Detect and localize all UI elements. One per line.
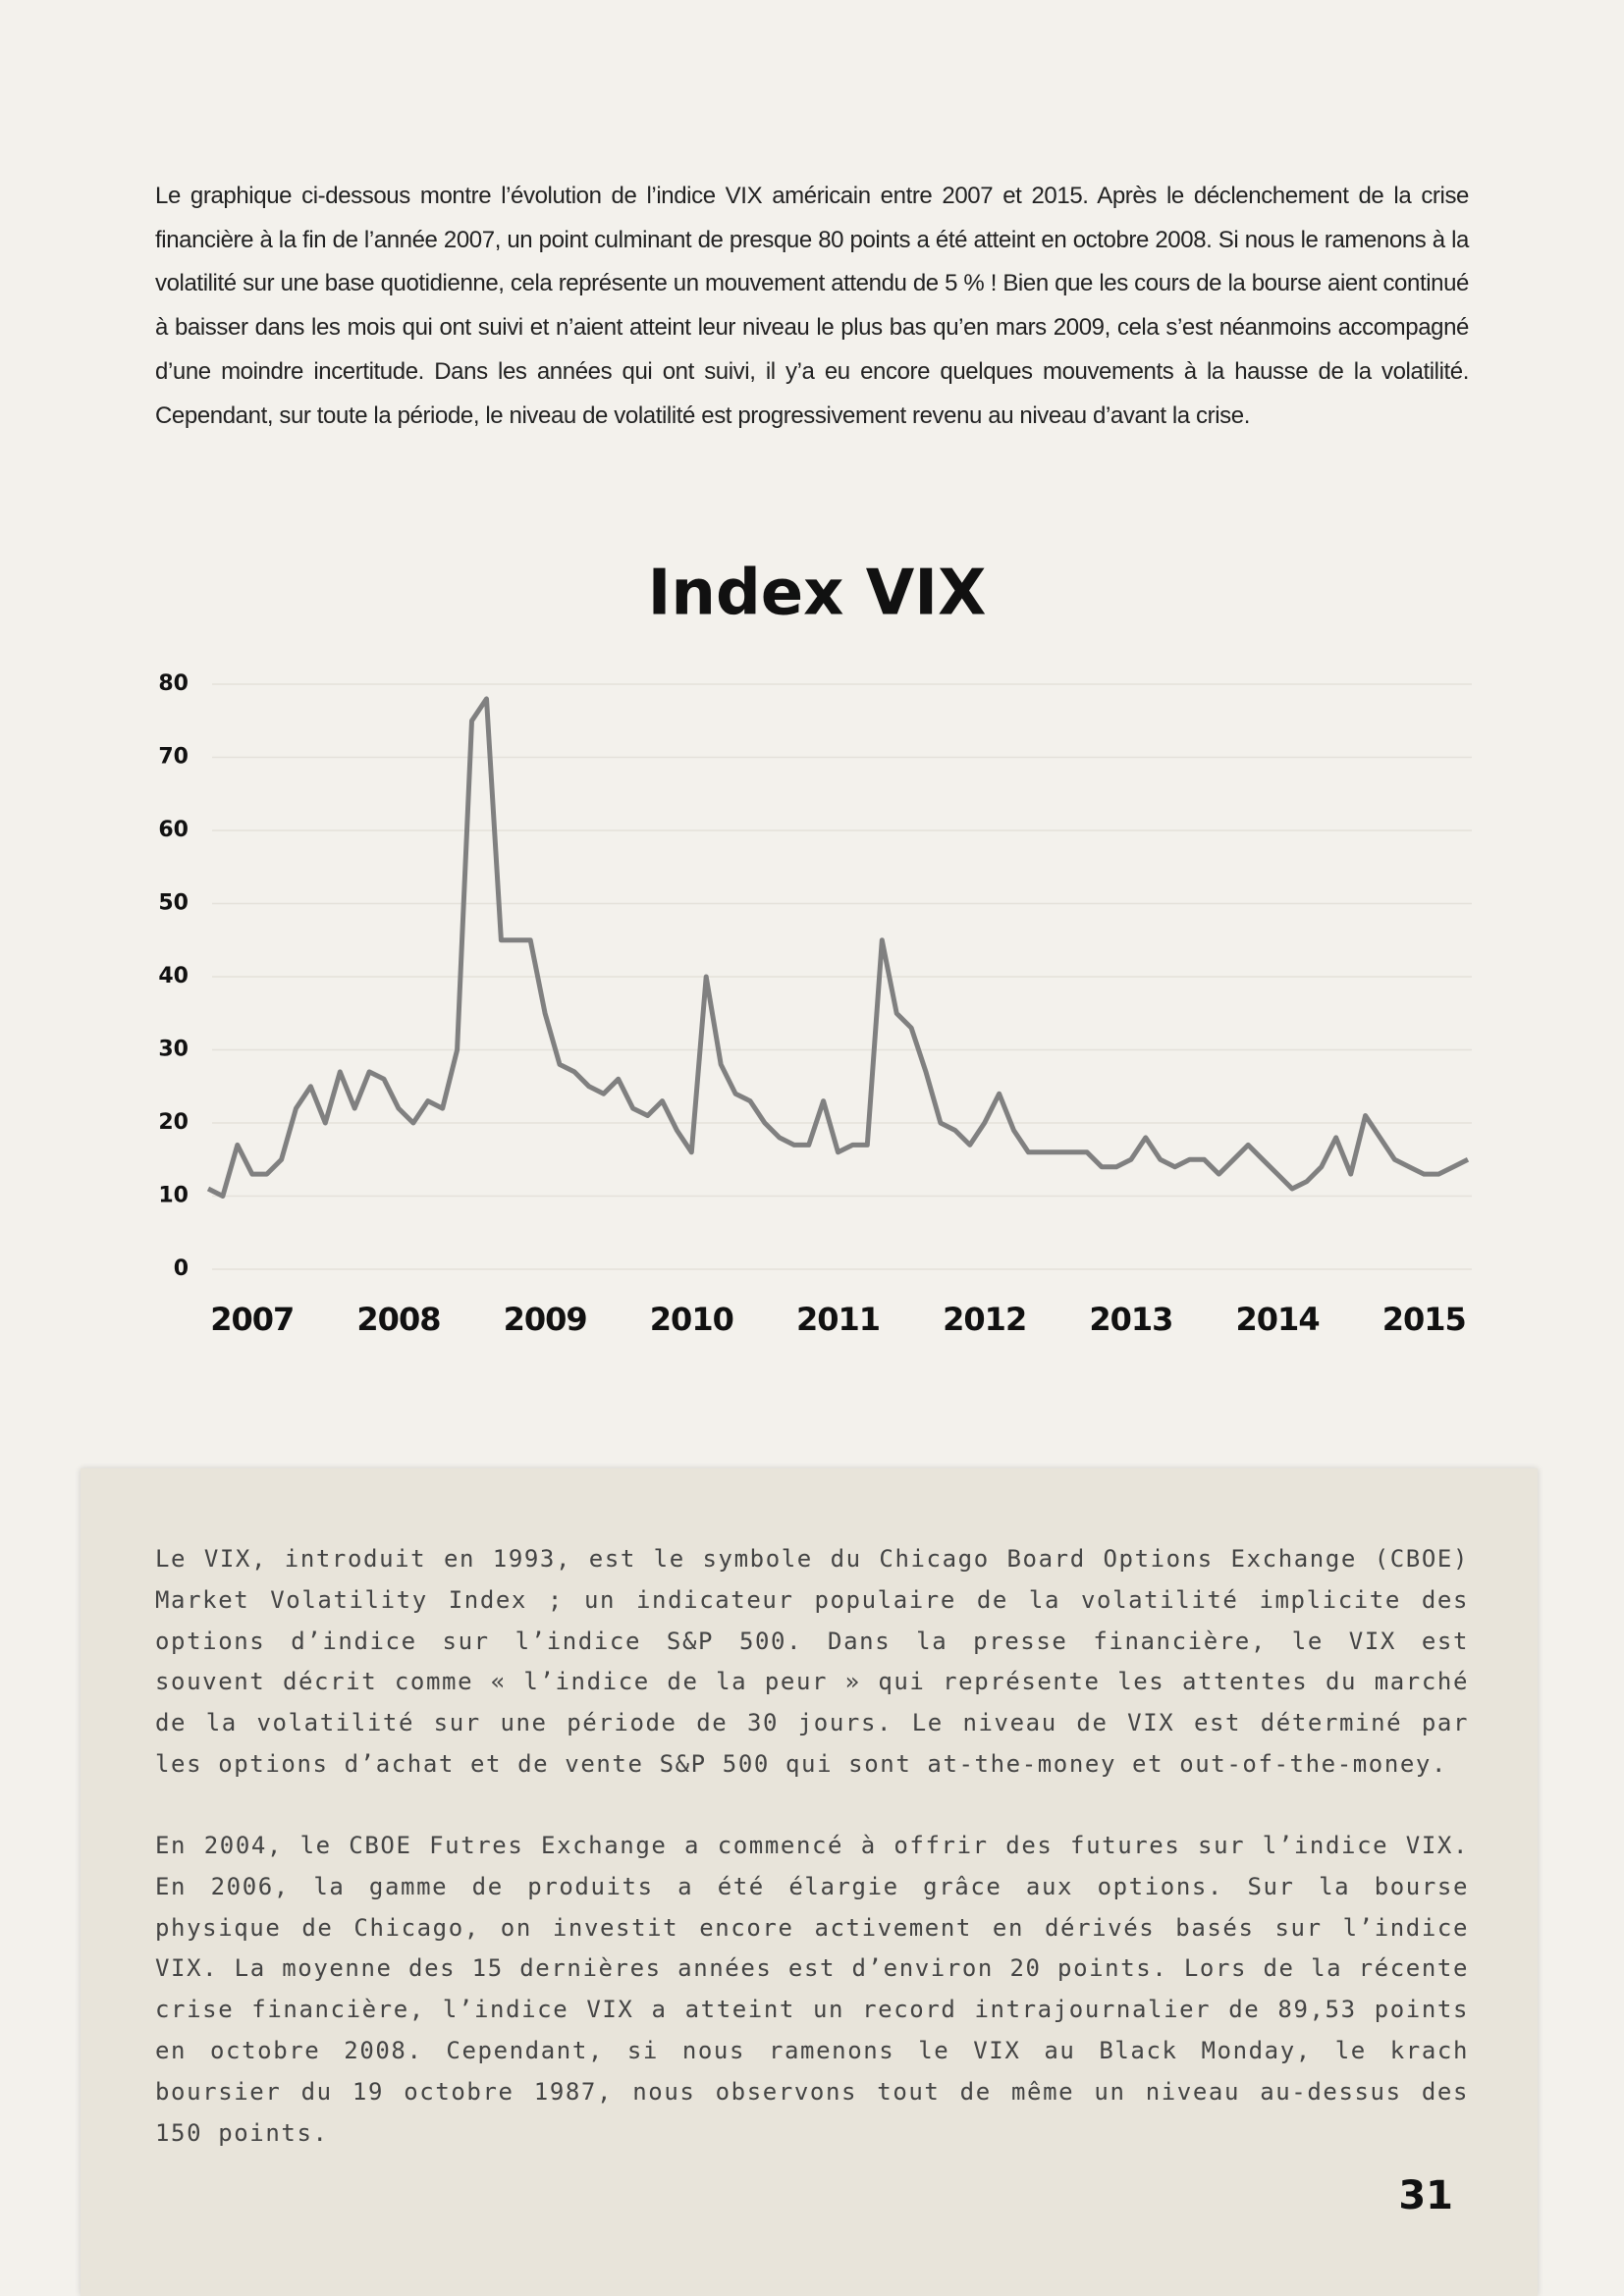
- data-line: [206, 696, 1470, 1199]
- page-number: 31: [1398, 2173, 1453, 2218]
- box-paragraph: En 2004, le CBOE Futres Exchange a comme…: [155, 1832, 1469, 2147]
- y-tick-label: 10: [158, 1184, 189, 1208]
- info-box: Le VIX, introduit en 1993, est le symbol…: [81, 1468, 1538, 2296]
- x-tick-label: 2011: [796, 1301, 880, 1338]
- x-tick-label: 2010: [650, 1301, 733, 1338]
- chart-title: Index VIX: [648, 558, 987, 630]
- x-tick-label: 2014: [1236, 1301, 1320, 1338]
- x-tick-label: 2007: [210, 1301, 294, 1338]
- x-tick-label: 2009: [504, 1301, 587, 1338]
- x-tick-label: 2012: [943, 1301, 1026, 1338]
- y-tick-label: 60: [158, 818, 189, 842]
- y-tick-label: 70: [158, 745, 189, 770]
- y-tick-label: 50: [158, 891, 189, 916]
- x-tick-label: 2015: [1382, 1301, 1466, 1338]
- x-tick-label: 2008: [356, 1301, 440, 1338]
- y-tick-label: 40: [158, 964, 189, 988]
- intro-text: Le graphique ci-dessous montre l’évoluti…: [155, 183, 1469, 429]
- y-tick-label: 30: [158, 1038, 189, 1062]
- box-paragraph: Le VIX, introduit en 1993, est le symbol…: [155, 1545, 1469, 1778]
- y-tick-label: 80: [158, 671, 189, 696]
- x-tick-label: 2013: [1089, 1301, 1172, 1338]
- y-tick-label: 0: [174, 1256, 189, 1281]
- y-tick-label: 20: [158, 1110, 189, 1135]
- chart: Index VIX 0 10 20 30 40 50 60 70 80 2007 2008 2009 2…: [158, 558, 1472, 1338]
